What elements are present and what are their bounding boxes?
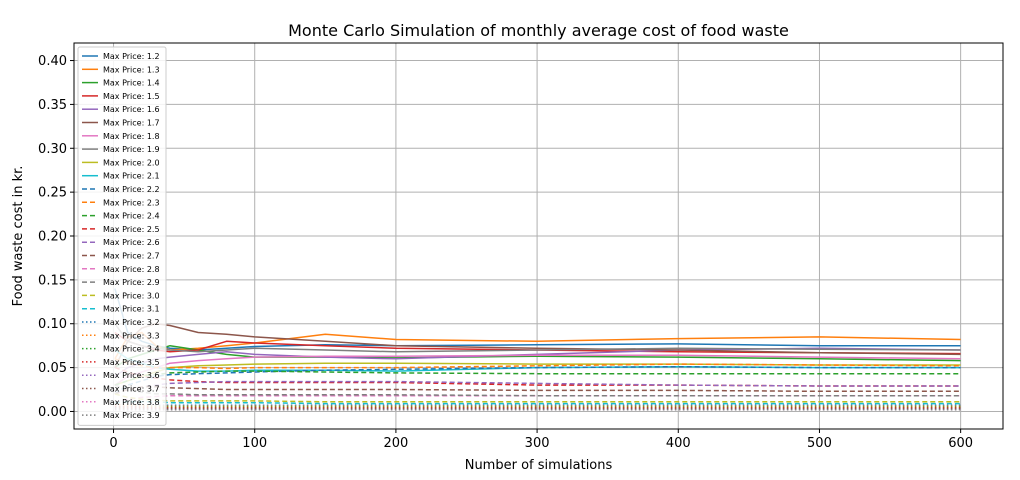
- legend-label: Max Price: 3.5: [103, 358, 160, 367]
- legend-label: Max Price: 3.8: [103, 398, 160, 407]
- legend-label: Max Price: 2.5: [103, 225, 160, 234]
- legend-label: Max Price: 2.7: [103, 252, 160, 261]
- y-tick-label: 0.15: [38, 273, 67, 288]
- series-lines: [114, 288, 961, 411]
- x-tick-label: 400: [666, 436, 691, 451]
- legend-label: Max Price: 3.1: [103, 305, 160, 314]
- x-tick-label: 100: [242, 436, 267, 451]
- grid: [74, 43, 1003, 429]
- legend-label: Max Price: 2.8: [103, 265, 160, 274]
- y-tick-label: 0.35: [38, 98, 67, 113]
- legend-label: Max Price: 3.3: [103, 331, 160, 340]
- legend-label: Max Price: 2.0: [103, 158, 160, 167]
- legend: Max Price: 1.2 Max Price: 1.3 Max Price: 1…: [77, 46, 167, 426]
- legend-label: Max Price: 3.0: [103, 291, 160, 300]
- legend-label: Max Price: 3.4: [103, 345, 160, 354]
- x-tick-label: 200: [383, 436, 408, 451]
- legend-label: Max Price: 1.2: [103, 52, 160, 61]
- series-line: [114, 393, 961, 403]
- y-tick-label: 0.00: [38, 405, 67, 420]
- x-tick-label: 0: [109, 436, 117, 451]
- legend-box: [77, 46, 167, 426]
- series-line: [114, 394, 961, 404]
- series-line: [114, 404, 961, 408]
- series-line: [114, 403, 961, 407]
- y-tick-label: 0.25: [38, 186, 67, 201]
- y-tick-label: 0.20: [38, 230, 67, 245]
- y-tick-label: 0.30: [38, 142, 67, 157]
- y-axis-label: Food waste cost in kr.: [11, 166, 26, 307]
- legend-label: Max Price: 2.6: [103, 238, 160, 247]
- legend-label: Max Price: 2.1: [103, 172, 160, 181]
- legend-label: Max Price: 3.6: [103, 371, 160, 380]
- legend-label: Max Price: 1.4: [103, 79, 160, 88]
- legend-label: Max Price: 1.3: [103, 65, 160, 74]
- legend-label: Max Price: 1.9: [103, 145, 160, 154]
- y-tick-label: 0.40: [38, 54, 67, 69]
- y-tick-label: 0.05: [38, 361, 67, 376]
- series-line: [114, 406, 961, 409]
- series-line: [114, 405, 961, 409]
- legend-label: Max Price: 3.2: [103, 318, 160, 327]
- x-tick-label: 500: [807, 436, 832, 451]
- legend-label: Max Price: 1.8: [103, 132, 160, 141]
- x-axis-label: Number of simulations: [465, 458, 613, 473]
- y-tick-label: 0.10: [38, 317, 67, 332]
- legend-label: Max Price: 2.2: [103, 185, 160, 194]
- series-line: [114, 380, 961, 395]
- series-line: [114, 407, 961, 410]
- x-tick-label: 300: [525, 436, 550, 451]
- series-line: [114, 384, 961, 397]
- legend-label: Max Price: 1.6: [103, 105, 160, 114]
- x-tick-label: 600: [948, 436, 973, 451]
- axis-ticks: 0 100 200 300 400 500 600 0.00 0.05 0.10 0.15 0.20 0…: [38, 54, 973, 451]
- legend-label: Max Price: 2.9: [103, 278, 160, 287]
- legend-label: Max Price: 3.9: [103, 411, 160, 420]
- series-line: [114, 386, 961, 395]
- legend-label: Max Price: 2.4: [103, 212, 160, 221]
- legend-label: Max Price: 2.3: [103, 198, 160, 207]
- legend-label: Max Price: 3.7: [103, 385, 160, 394]
- legend-label: Max Price: 1.5: [103, 92, 160, 101]
- legend-label: Max Price: 1.7: [103, 119, 160, 128]
- chart-title: Monte Carlo Simulation of monthly averag…: [288, 21, 789, 40]
- series-line: [114, 401, 961, 405]
